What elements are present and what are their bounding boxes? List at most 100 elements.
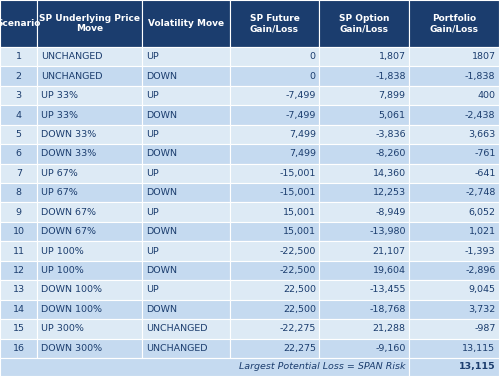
Text: DOWN 33%: DOWN 33%	[41, 149, 96, 158]
Bar	[37, 47, 142, 67]
Text: UP 100%: UP 100%	[41, 247, 84, 256]
Text: 15,001: 15,001	[283, 208, 316, 217]
Bar	[409, 125, 499, 144]
Text: 4: 4	[15, 111, 22, 120]
Text: DOWN: DOWN	[146, 266, 177, 275]
Bar	[319, 164, 409, 183]
Text: -987: -987	[474, 324, 496, 333]
Text: -22,500: -22,500	[279, 247, 316, 256]
Text: -13,455: -13,455	[369, 285, 406, 294]
Bar	[409, 241, 499, 261]
Bar	[230, 261, 319, 280]
Bar	[230, 280, 319, 300]
Text: 21,107: 21,107	[373, 247, 406, 256]
Bar	[142, 261, 230, 280]
Bar	[37, 0, 142, 47]
Text: -3,836: -3,836	[375, 130, 406, 139]
Bar	[0, 280, 37, 300]
Text: 13,115: 13,115	[463, 344, 496, 353]
Bar	[0, 338, 37, 358]
Text: -15,001: -15,001	[279, 169, 316, 178]
Text: -13,980: -13,980	[369, 227, 406, 236]
Text: SP Underlying Price
Move: SP Underlying Price Move	[39, 14, 140, 33]
Bar	[37, 183, 142, 202]
Text: -22,275: -22,275	[279, 324, 316, 333]
Bar	[319, 105, 409, 125]
Text: Portfolio
Gain/Loss: Portfolio Gain/Loss	[430, 14, 479, 33]
Text: UP: UP	[146, 91, 159, 100]
Bar	[409, 358, 499, 376]
Text: 22,500: 22,500	[283, 285, 316, 294]
Text: 5: 5	[15, 130, 22, 139]
Text: UP 300%: UP 300%	[41, 324, 84, 333]
Bar	[319, 47, 409, 67]
Text: DOWN: DOWN	[146, 149, 177, 158]
Bar	[230, 67, 319, 86]
Text: UP: UP	[146, 247, 159, 256]
Text: 400: 400	[478, 91, 496, 100]
Text: UNCHANGED: UNCHANGED	[41, 52, 102, 61]
Bar	[37, 280, 142, 300]
Bar	[230, 338, 319, 358]
Bar	[409, 319, 499, 338]
Text: -1,838: -1,838	[465, 72, 496, 80]
Text: DOWN: DOWN	[146, 111, 177, 120]
Bar	[142, 125, 230, 144]
Text: 6: 6	[15, 149, 22, 158]
Bar	[142, 47, 230, 67]
Bar	[319, 0, 409, 47]
Text: -2,438: -2,438	[465, 111, 496, 120]
Text: 2: 2	[15, 72, 22, 80]
Text: -9,160: -9,160	[375, 344, 406, 353]
Bar	[230, 86, 319, 105]
Text: 22,500: 22,500	[283, 305, 316, 314]
Bar	[0, 261, 37, 280]
Text: -2,896: -2,896	[465, 266, 496, 275]
Text: -8,260: -8,260	[375, 149, 406, 158]
Bar	[409, 280, 499, 300]
Bar	[0, 0, 37, 47]
Text: Largest Potential Loss = SPAN Risk: Largest Potential Loss = SPAN Risk	[239, 362, 406, 371]
Text: -22,500: -22,500	[279, 266, 316, 275]
Bar	[319, 241, 409, 261]
Bar	[0, 105, 37, 125]
Text: DOWN: DOWN	[146, 305, 177, 314]
Bar	[409, 300, 499, 319]
Bar	[142, 164, 230, 183]
Text: DOWN: DOWN	[146, 227, 177, 236]
Bar	[409, 144, 499, 164]
Bar	[319, 125, 409, 144]
Bar	[409, 67, 499, 86]
Text: DOWN 67%: DOWN 67%	[41, 227, 96, 236]
Bar	[230, 164, 319, 183]
Bar	[142, 86, 230, 105]
Bar	[0, 358, 409, 376]
Text: UP 33%: UP 33%	[41, 91, 78, 100]
Text: UNCHANGED: UNCHANGED	[146, 324, 207, 333]
Text: Scenario: Scenario	[0, 19, 41, 28]
Text: 1,021: 1,021	[469, 227, 496, 236]
Bar	[319, 183, 409, 202]
Text: -18,768: -18,768	[369, 305, 406, 314]
Bar	[319, 86, 409, 105]
Bar	[0, 241, 37, 261]
Bar	[37, 222, 142, 241]
Bar	[142, 105, 230, 125]
Bar	[230, 300, 319, 319]
Text: 12,253: 12,253	[373, 188, 406, 197]
Bar	[37, 202, 142, 222]
Text: 10: 10	[12, 227, 25, 236]
Text: 14: 14	[12, 305, 25, 314]
Text: -7,499: -7,499	[285, 91, 316, 100]
Text: 7,499: 7,499	[289, 149, 316, 158]
Bar	[37, 338, 142, 358]
Text: -8,949: -8,949	[375, 208, 406, 217]
Bar	[142, 144, 230, 164]
Bar	[142, 183, 230, 202]
Text: 22,275: 22,275	[283, 344, 316, 353]
Text: DOWN 100%: DOWN 100%	[41, 285, 102, 294]
Bar	[230, 105, 319, 125]
Text: -2,748: -2,748	[465, 188, 496, 197]
Text: 21,288: 21,288	[373, 324, 406, 333]
Bar	[37, 261, 142, 280]
